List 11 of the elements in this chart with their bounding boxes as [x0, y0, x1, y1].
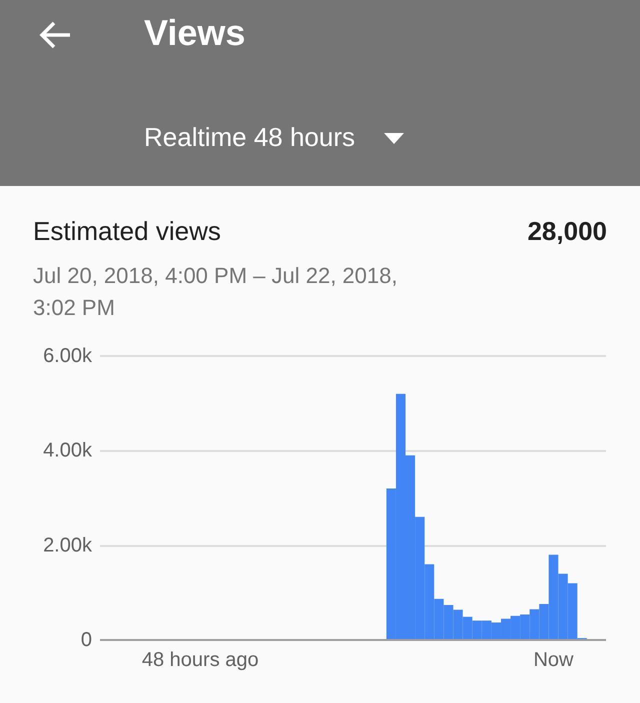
text: Realtime 48 hours [144, 122, 355, 153]
x-tick-label: 48 hours ago [142, 649, 259, 671]
y-tick-label: 0 [80, 629, 92, 651]
x-tick-label: Now [533, 649, 574, 671]
text: 28,000 [527, 216, 607, 247]
y-tick-label: 2.00k [43, 534, 93, 556]
y-tick-label: 6.00k [43, 345, 93, 367]
y-tick-label: 4.00k [43, 440, 93, 462]
chart-subtitle: Jul 20, 2018, 4:00 PM – Jul 22, 2018, 3:02 PM [33, 262, 398, 322]
chart-title: Estimated views [33, 216, 221, 247]
text: Views [144, 12, 246, 54]
